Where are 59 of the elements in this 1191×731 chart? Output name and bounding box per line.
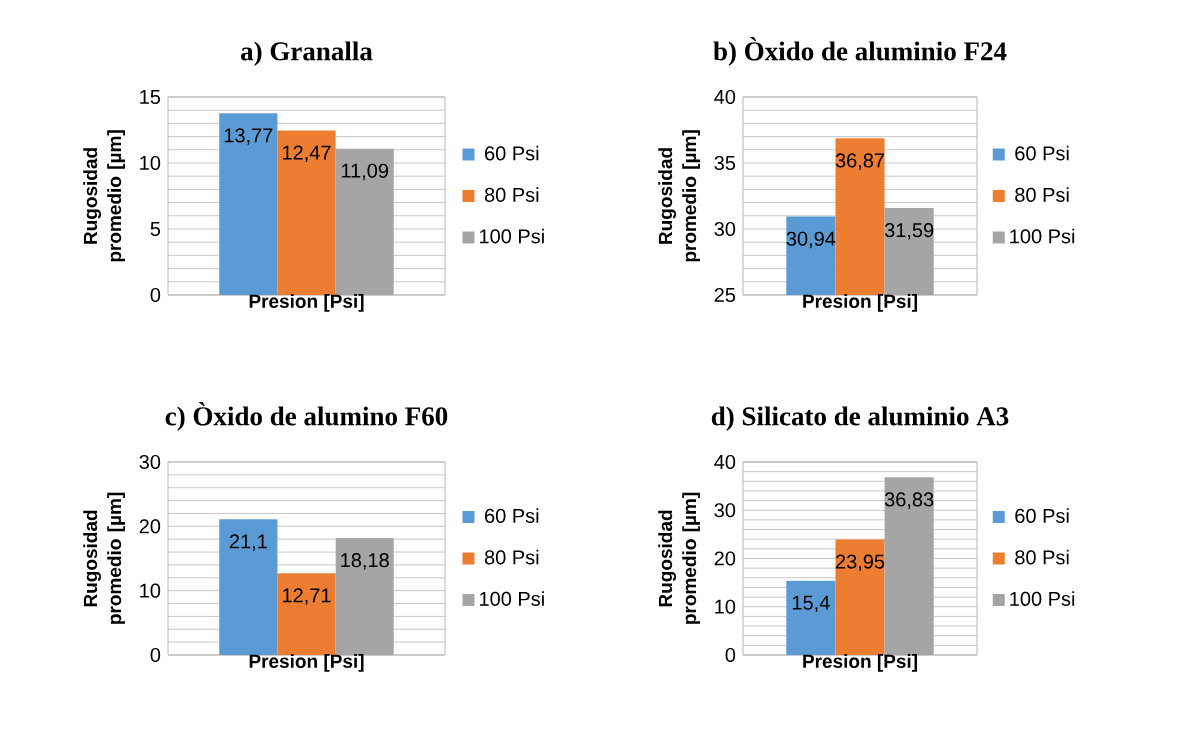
legend-label: 60 Psi [1015, 145, 1069, 161]
legend-label: 100 Psi [480, 228, 544, 244]
bar [786, 580, 836, 655]
y-tick-label: 0 [150, 287, 161, 303]
legend-label: 80 Psi [484, 187, 539, 202]
y-tick-label: 20 [139, 519, 161, 534]
legend-label: 100 Psi [1010, 228, 1075, 244]
y-tick-label: 30 [139, 454, 161, 470]
y-tick-label: 40 [714, 89, 736, 105]
legend-label: 80 Psi [1015, 549, 1069, 565]
chart-title: d) Silicato de aluminio A3 [711, 406, 1009, 431]
y-tick-label: 40 [714, 454, 736, 470]
legend-label: 80 Psi [484, 549, 539, 565]
data-label: 36,87 [835, 153, 885, 170]
y-tick-label: 30 [714, 221, 736, 237]
legend-label: 80 Psi [1015, 187, 1069, 202]
bar [277, 573, 336, 655]
data-label: 12,71 [283, 588, 331, 605]
data-label: 18,18 [341, 553, 389, 570]
y-tick-label: 25 [714, 287, 736, 303]
bar [835, 539, 885, 655]
bar [219, 113, 278, 295]
y-tick-label: 5 [150, 221, 161, 236]
legend-label: 100 Psi [1010, 591, 1075, 606]
y-axis-title: Rugosidad promedio [µm] [658, 130, 700, 262]
chart-title: b) Òxido de aluminio F24 [713, 37, 1007, 66]
y-tick-label: 10 [140, 155, 161, 171]
y-tick-label: 0 [725, 647, 736, 663]
y-axis-title: Rugosidad promedio [µm] [83, 130, 125, 262]
y-tick-label: 20 [714, 551, 736, 566]
legend-label: 60 Psi [1015, 508, 1069, 523]
y-tick-label: 30 [714, 503, 736, 518]
y-tick-label: 10 [715, 599, 736, 614]
y-tick-label: 0 [150, 647, 161, 663]
data-label: 12,47 [283, 145, 331, 162]
data-label: 31,59 [884, 223, 934, 240]
y-tick-label: 35 [714, 155, 736, 171]
chart-title: a) Granalla [241, 41, 373, 66]
x-axis-title: Presion [Psi] [803, 654, 917, 672]
y-tick-label: 10 [140, 583, 161, 598]
data-label: 13,77 [224, 128, 273, 145]
x-axis-title: Presion [Psi] [249, 654, 364, 672]
chart-title: c) Òxido de alumino F60 [165, 402, 448, 431]
data-label: 23,95 [835, 554, 885, 572]
x-axis-title: Presion [Psi] [249, 294, 364, 312]
legend-label: 100 Psi [480, 591, 544, 606]
y-axis-title: Rugosidad promedio [µm] [83, 492, 125, 624]
legend-label: 60 Psi [485, 145, 539, 161]
data-label: 36,83 [884, 492, 934, 509]
y-axis-title: Rugosidad promedio [µm] [658, 492, 700, 624]
bar [219, 519, 278, 655]
bar [277, 130, 336, 295]
data-label: 15,4 [792, 595, 830, 613]
x-axis-title: Presion [Psi] [803, 294, 917, 312]
y-tick-label: 15 [140, 89, 161, 104]
data-label: 21,1 [229, 534, 267, 551]
data-label: 11,09 [341, 163, 389, 181]
legend-label: 60 Psi [485, 508, 539, 523]
data-label: 30,94 [786, 231, 836, 249]
